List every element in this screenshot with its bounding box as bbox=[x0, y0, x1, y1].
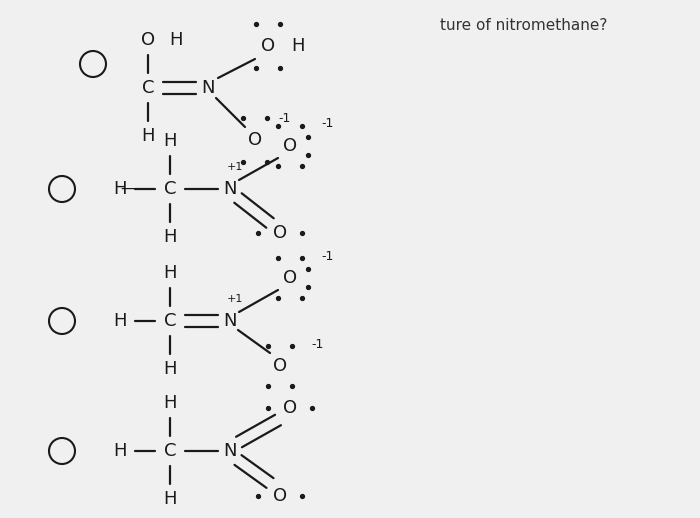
Text: N: N bbox=[202, 79, 215, 97]
Text: O: O bbox=[273, 224, 287, 242]
Text: C: C bbox=[164, 442, 176, 460]
Text: N: N bbox=[223, 180, 237, 198]
Text: O: O bbox=[283, 137, 297, 155]
Text: O: O bbox=[261, 37, 275, 55]
Text: O: O bbox=[283, 399, 297, 417]
Text: H: H bbox=[113, 312, 127, 330]
Text: O: O bbox=[248, 131, 262, 149]
Text: H: H bbox=[163, 490, 176, 508]
Text: H: H bbox=[163, 394, 176, 412]
Text: H: H bbox=[163, 264, 176, 282]
Text: C: C bbox=[164, 180, 176, 198]
Text: C: C bbox=[164, 312, 176, 330]
Text: H: H bbox=[113, 442, 127, 460]
Text: -1: -1 bbox=[312, 338, 324, 351]
Text: N: N bbox=[223, 442, 237, 460]
Text: H: H bbox=[163, 228, 176, 246]
Text: +1: +1 bbox=[227, 294, 243, 304]
Text: ture of nitromethane?: ture of nitromethane? bbox=[440, 18, 608, 33]
Text: H: H bbox=[163, 360, 176, 378]
Text: C: C bbox=[141, 79, 154, 97]
Text: -1: -1 bbox=[279, 111, 291, 124]
Text: O: O bbox=[273, 487, 287, 505]
Text: N: N bbox=[223, 312, 237, 330]
Text: H: H bbox=[169, 31, 183, 49]
Text: +1: +1 bbox=[227, 162, 243, 172]
Text: -1: -1 bbox=[322, 118, 334, 131]
Text: -1: -1 bbox=[322, 250, 334, 263]
Text: H: H bbox=[141, 127, 155, 145]
Text: H: H bbox=[163, 132, 176, 150]
Text: H: H bbox=[291, 37, 304, 55]
Text: —: — bbox=[120, 181, 136, 196]
Text: H: H bbox=[113, 180, 127, 198]
Text: O: O bbox=[283, 269, 297, 287]
Text: O: O bbox=[273, 357, 287, 375]
Text: O: O bbox=[141, 31, 155, 49]
